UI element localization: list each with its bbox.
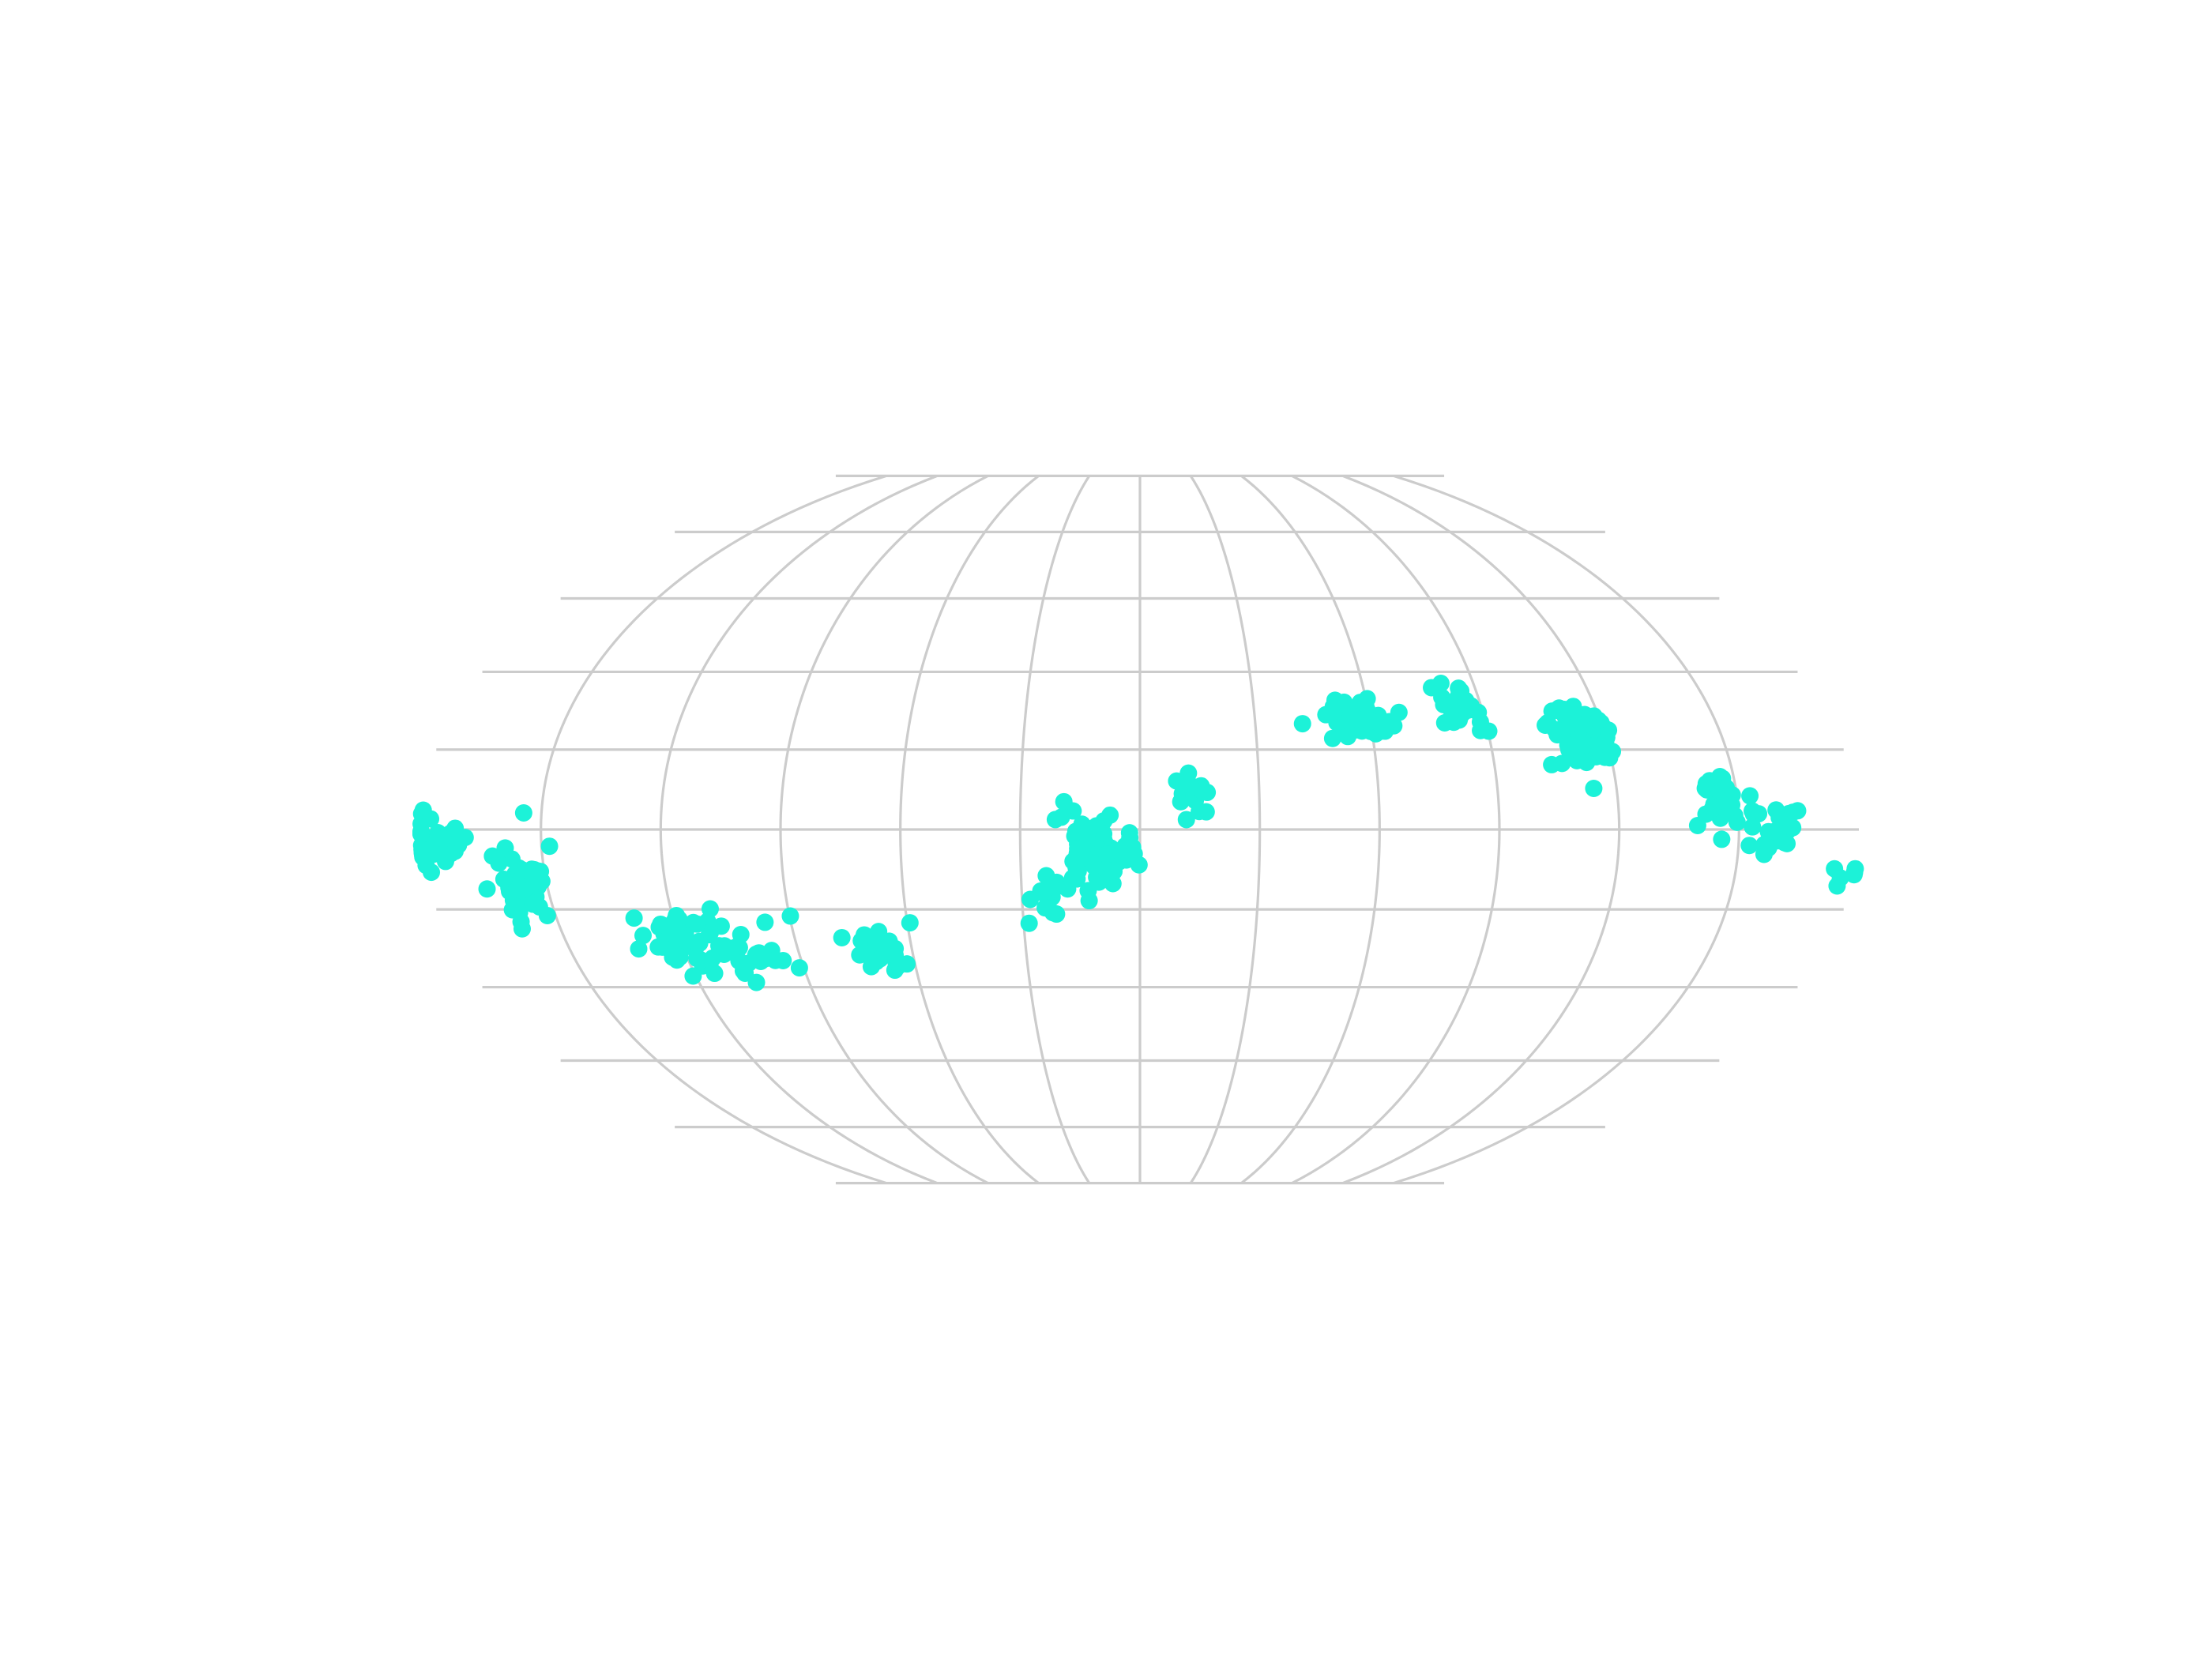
scatter-point	[1755, 845, 1773, 863]
scatter-point	[1097, 845, 1115, 863]
scatter-point	[668, 906, 686, 924]
scatter-point	[781, 907, 799, 925]
scatter-point	[1553, 754, 1571, 773]
scatter-point	[1101, 806, 1119, 824]
scatter-point	[689, 935, 707, 953]
scatter-point	[625, 909, 643, 927]
scatter-point	[478, 880, 496, 898]
scatter-point	[688, 915, 706, 933]
scatter-point	[1052, 808, 1070, 826]
scatter-point	[756, 913, 774, 931]
scatter-point	[1168, 772, 1186, 790]
scatter-point	[1744, 818, 1762, 836]
scatter-point	[1044, 904, 1062, 922]
scatter-point	[1601, 749, 1619, 767]
scatter-point	[540, 837, 559, 856]
scatter-point	[790, 959, 808, 977]
scatter-point	[1767, 801, 1785, 819]
scatter-point	[1077, 825, 1095, 843]
scatter-point	[901, 914, 919, 932]
scatter-point	[1079, 882, 1097, 900]
scatter-point	[1104, 861, 1123, 879]
scatter-point	[510, 859, 528, 877]
scatter-point	[1339, 728, 1357, 746]
scatter-point	[1121, 829, 1139, 847]
scatter-point	[414, 801, 432, 819]
scatter-point	[434, 830, 453, 848]
scatter-point	[1845, 863, 1864, 882]
scatter-point	[446, 819, 465, 837]
scatter-point	[855, 926, 873, 944]
scatter-point	[413, 845, 431, 863]
scatter-point	[507, 897, 525, 916]
scatter-point	[630, 940, 648, 958]
scatter-point	[727, 939, 745, 957]
scatter-point	[495, 870, 513, 888]
scatter-point	[524, 895, 542, 913]
scatter-point	[1828, 877, 1846, 895]
scatter-point	[833, 928, 851, 946]
scatter-point	[1358, 709, 1376, 728]
scatter-point	[871, 950, 890, 968]
scatter-point	[747, 973, 766, 991]
scatter-point	[870, 923, 888, 941]
scatter-point	[1358, 690, 1376, 708]
scatter-point	[684, 967, 702, 985]
scatter-point	[634, 927, 652, 945]
scatter-point	[649, 938, 668, 956]
scatter-point	[514, 804, 532, 822]
scatter-point	[1577, 735, 1595, 754]
scatter-point	[1020, 914, 1038, 932]
scatter-point	[1740, 837, 1759, 855]
scatter-point	[1047, 878, 1065, 897]
scatter-point	[1717, 792, 1735, 811]
scatter-point	[1130, 856, 1148, 874]
scatter-point	[747, 946, 766, 965]
scatter-point	[1177, 811, 1195, 829]
scatter-point	[1480, 722, 1498, 740]
scatter-point	[490, 854, 508, 872]
scatter-point	[1539, 713, 1557, 732]
scatter-point	[512, 912, 530, 931]
scatter-point	[1037, 867, 1055, 885]
scatter-point	[1741, 787, 1759, 805]
scatter-point	[1744, 802, 1762, 820]
scatter-point	[442, 845, 460, 863]
scatter-points	[412, 674, 1864, 991]
scatter-point	[1585, 780, 1603, 798]
scatter-point	[1335, 693, 1353, 711]
scatter-point	[1717, 779, 1736, 797]
scatter-point	[1826, 860, 1844, 878]
scatter-point	[701, 900, 719, 918]
scatter-point	[1713, 830, 1731, 848]
scatter-point	[1784, 818, 1802, 837]
scatter-point	[1597, 732, 1615, 750]
scatter-point	[1556, 702, 1574, 720]
scatter-point	[1328, 713, 1346, 732]
scatter-point	[671, 948, 689, 966]
scatter-point	[1055, 792, 1073, 811]
scatter-point	[1697, 774, 1715, 792]
scatter-point	[532, 872, 551, 890]
scatter-point	[1067, 859, 1085, 877]
scatter-point	[513, 881, 531, 899]
scatter-point	[1293, 715, 1311, 733]
scatter-point	[1789, 802, 1807, 820]
scatter-point	[1197, 803, 1215, 821]
scatter-point	[856, 944, 874, 962]
scatter-point	[412, 825, 431, 843]
scatter-point	[1766, 822, 1784, 841]
scatter-point	[1452, 682, 1470, 700]
scatter-point	[705, 965, 724, 983]
scatter-point	[1589, 711, 1608, 729]
scatter-point	[1728, 813, 1746, 831]
scatter-point	[1021, 890, 1040, 908]
scatter-point	[674, 930, 692, 948]
scatter-point	[688, 950, 706, 968]
scatter-point	[1181, 776, 1199, 794]
scatter-point	[1453, 705, 1471, 723]
